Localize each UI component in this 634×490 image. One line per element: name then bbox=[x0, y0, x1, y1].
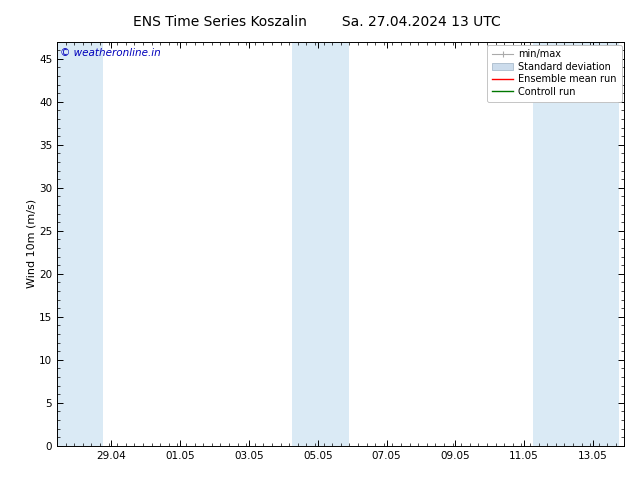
Y-axis label: Wind 10m (m/s): Wind 10m (m/s) bbox=[26, 199, 36, 288]
Bar bbox=[292, 42, 349, 446]
Legend: min/max, Standard deviation, Ensemble mean run, Controll run: min/max, Standard deviation, Ensemble me… bbox=[487, 45, 621, 101]
Text: © weatheronline.in: © weatheronline.in bbox=[60, 48, 160, 58]
Bar bbox=[57, 42, 103, 446]
Bar bbox=[533, 42, 619, 446]
Text: ENS Time Series Koszalin        Sa. 27.04.2024 13 UTC: ENS Time Series Koszalin Sa. 27.04.2024 … bbox=[133, 15, 501, 29]
